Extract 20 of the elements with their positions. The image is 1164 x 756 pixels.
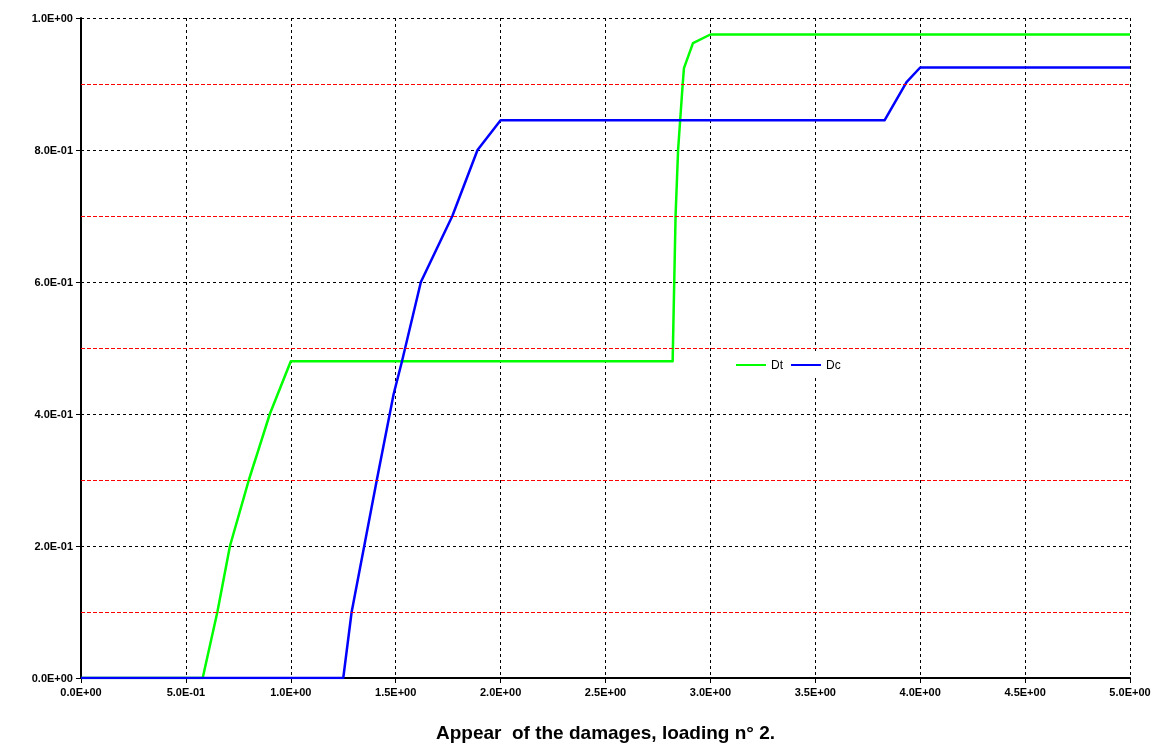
legend-label: Dt [771, 358, 784, 372]
y-tick-label: 8.0E-01 [34, 144, 73, 156]
x-axis-title: Appear of the damages, loading n° 2. [435, 722, 776, 743]
x-tick-label: 4.5E+00 [1004, 685, 1046, 698]
y-tick-label: 6.0E-01 [34, 276, 73, 288]
y-tick-label: 4.0E-01 [34, 408, 73, 420]
x-tick-label: 2.0E+00 [479, 685, 522, 698]
y-tick-label: 2.0E-01 [34, 540, 73, 552]
x-tick-label: 0.0E+00 [60, 685, 102, 698]
x-tick-label: 5.0E+00 [1109, 685, 1151, 698]
legend-label: Dc [826, 358, 841, 372]
x-tick-label: 3.5E+00 [794, 685, 836, 698]
x-tick-label: 2.5E+00 [584, 685, 627, 698]
x-tick-label: 4.0E+00 [899, 685, 941, 698]
x-tick-label: 1.5E+00 [375, 685, 417, 698]
x-tick-label: 5.0E-01 [166, 685, 206, 698]
x-tick-label: 3.0E+00 [689, 685, 732, 698]
y-tick-label: 1.0E+00 [31, 12, 73, 24]
y-tick-label: 0.0E+00 [31, 672, 73, 684]
x-tick-label: 1.0E+00 [270, 685, 312, 698]
